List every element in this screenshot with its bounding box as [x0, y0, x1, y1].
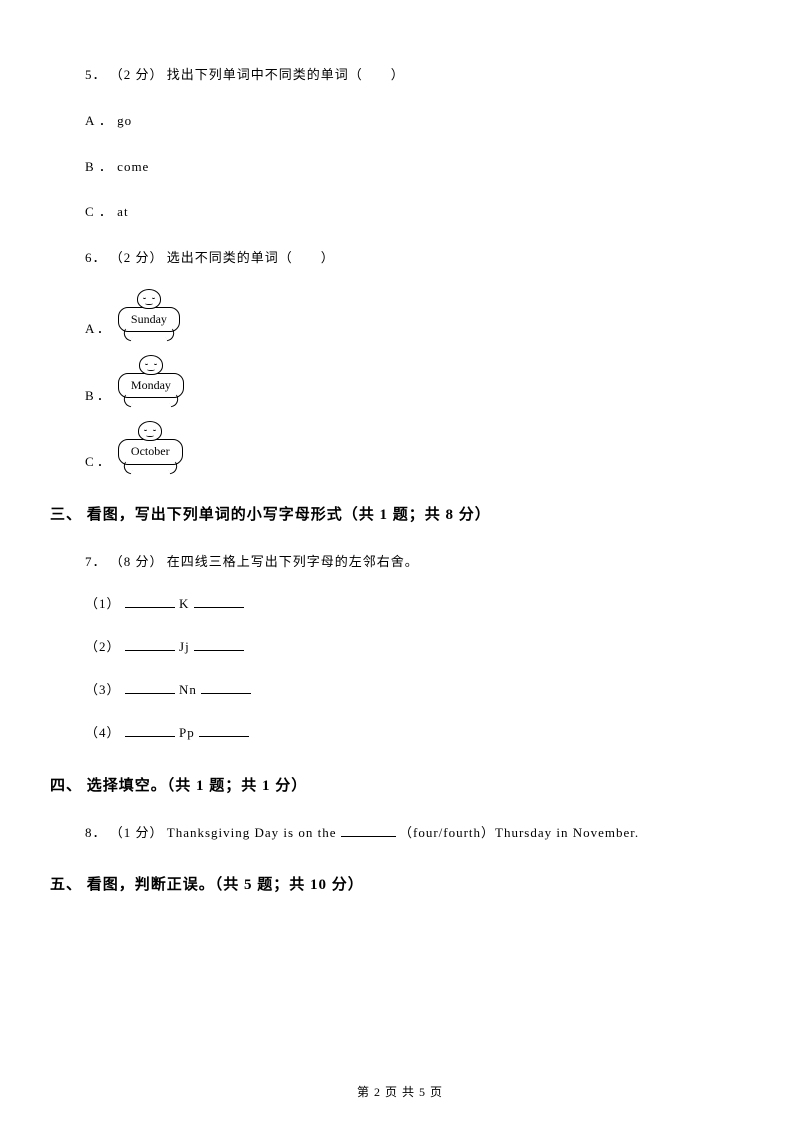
q8-points: （1 分）	[110, 825, 164, 840]
q6-points: （2 分）	[110, 250, 164, 265]
blank-input[interactable]	[201, 681, 251, 694]
blank-input[interactable]	[194, 595, 244, 608]
q6-option-b[interactable]: B ． Monday	[85, 355, 750, 406]
q7-sub1-letter: K	[179, 596, 194, 611]
blank-input[interactable]	[341, 824, 396, 837]
question-8: 8． （1 分） Thanksgiving Day is on the （fou…	[85, 823, 750, 844]
blank-input[interactable]	[199, 724, 249, 737]
character-icon-october: October	[118, 421, 183, 472]
q7-sub1: （1） K	[85, 594, 750, 615]
q7-sub2: （2） Jj	[85, 637, 750, 658]
q7-text: 在四线三格上写出下列字母的左邻右舍。	[167, 554, 419, 569]
blank-input[interactable]	[125, 638, 175, 651]
q6-option-a-label: A ．	[85, 319, 110, 340]
q7-sub2-label: （2）	[85, 639, 121, 654]
q7-sub4-letter: Pp	[179, 725, 199, 740]
page-footer: 第 2 页 共 5 页	[0, 1083, 800, 1102]
blank-input[interactable]	[125, 724, 175, 737]
q8-number: 8．	[85, 825, 107, 840]
q6-option-b-label: B ．	[85, 386, 110, 407]
q5-number: 5．	[85, 67, 107, 82]
q6-option-a[interactable]: A ． Sunday	[85, 289, 750, 340]
q7-number: 7．	[85, 554, 107, 569]
q7-sub3-letter: Nn	[179, 682, 201, 697]
q7-sub2-letter: Jj	[179, 639, 194, 654]
character-icon-sunday: Sunday	[118, 289, 180, 340]
q6-text: 选出不同类的单词（ ）	[167, 250, 335, 265]
q7-points: （8 分）	[110, 554, 164, 569]
section-3-header: 三、 看图，写出下列单词的小写字母形式（共 1 题；共 8 分）	[50, 503, 750, 527]
q6-option-c[interactable]: C ． October	[85, 421, 750, 472]
section-4-header: 四、 选择填空。（共 1 题；共 1 分）	[50, 774, 750, 798]
q5-option-b[interactable]: B ． come	[85, 157, 750, 178]
day-label-october: October	[118, 439, 183, 464]
q5-option-c[interactable]: C ． at	[85, 202, 750, 223]
q6-option-c-label: C ．	[85, 452, 110, 473]
blank-input[interactable]	[125, 681, 175, 694]
q6-number: 6．	[85, 250, 107, 265]
q7-sub4: （4） Pp	[85, 723, 750, 744]
q5-text: 找出下列单词中不同类的单词（ ）	[167, 67, 405, 82]
q7-sub4-label: （4）	[85, 725, 121, 740]
section-5-header: 五、 看图，判断正误。（共 5 题；共 10 分）	[50, 873, 750, 897]
q5-points: （2 分）	[110, 67, 164, 82]
q7-sub3: （3） Nn	[85, 680, 750, 701]
blank-input[interactable]	[125, 595, 175, 608]
character-icon-monday: Monday	[118, 355, 184, 406]
question-6: 6． （2 分） 选出不同类的单词（ ）	[85, 248, 750, 269]
q7-sub1-label: （1）	[85, 596, 121, 611]
blank-input[interactable]	[194, 638, 244, 651]
q8-text-after: （four/fourth）Thursday in November.	[399, 825, 639, 840]
question-5: 5． （2 分） 找出下列单词中不同类的单词（ ）	[85, 65, 750, 86]
q8-text-before: Thanksgiving Day is on the	[167, 825, 341, 840]
question-7: 7． （8 分） 在四线三格上写出下列字母的左邻右舍。	[85, 552, 750, 573]
q5-option-a[interactable]: A ． go	[85, 111, 750, 132]
q7-sub3-label: （3）	[85, 682, 121, 697]
